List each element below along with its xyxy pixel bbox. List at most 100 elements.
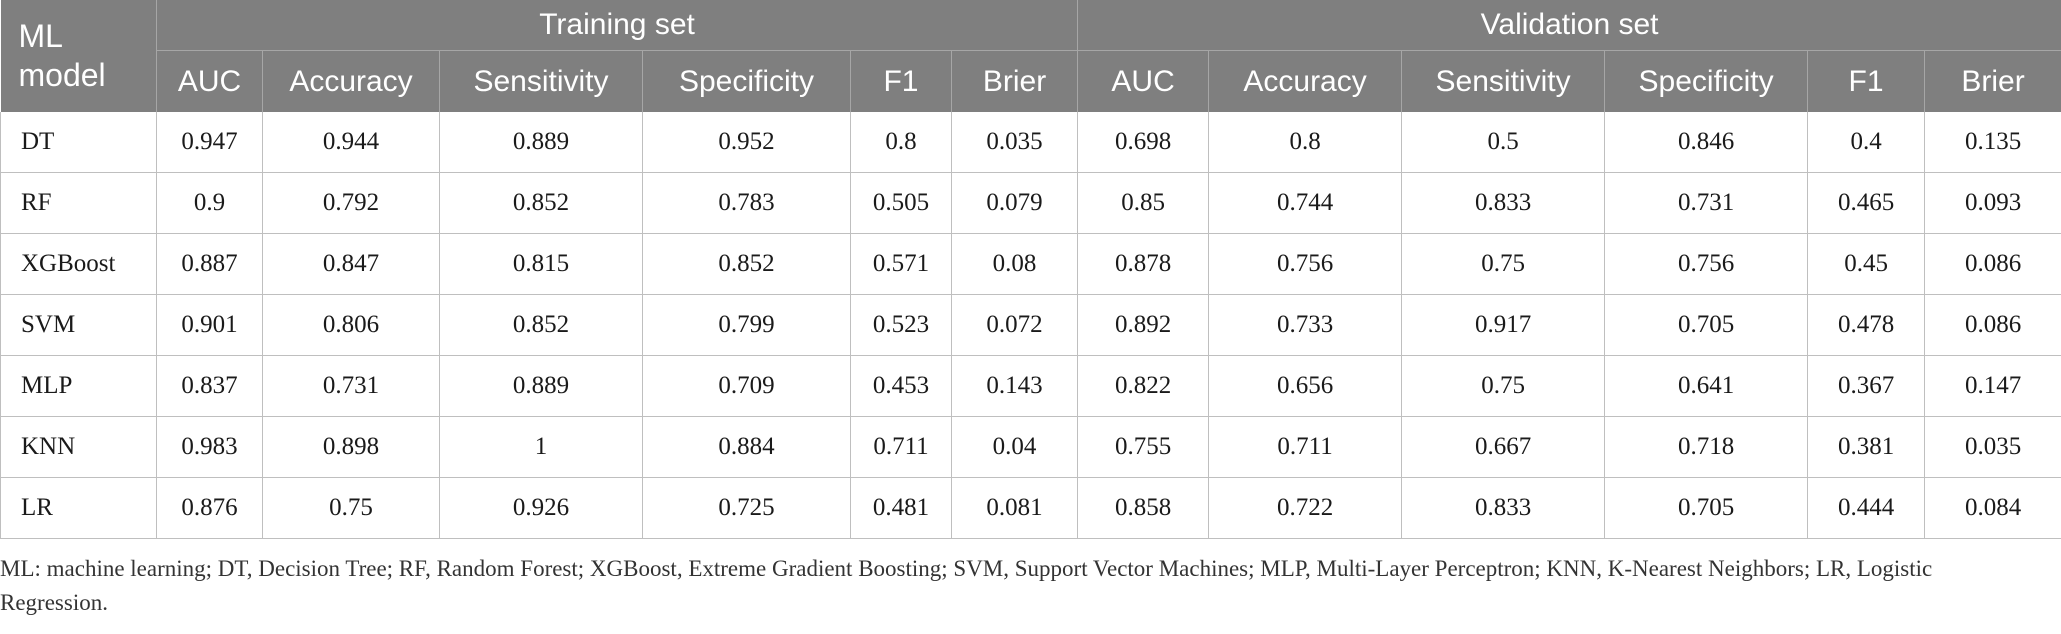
value-cell: 0.709	[642, 355, 851, 417]
value-cell: 1	[439, 416, 643, 478]
value-cell: 0.85	[1077, 172, 1210, 234]
value-cell: 0.756	[1208, 233, 1403, 295]
value-cell: 0.833	[1401, 172, 1606, 234]
value-cell: 0.889	[439, 355, 643, 417]
table-row: RF 0.9 0.792 0.852 0.783 0.505 0.079 0.85 0.744 0…	[0, 172, 2061, 234]
value-cell: 0.884	[642, 416, 851, 478]
value-cell: 0.75	[1401, 233, 1606, 295]
value-cell: 0.079	[951, 172, 1079, 234]
value-cell: 0.093	[1924, 172, 2061, 234]
value-cell: 0.846	[1604, 112, 1809, 173]
value-cell: 0.035	[951, 112, 1079, 173]
value-cell: 0.944	[262, 112, 440, 173]
metric-header-sensitivity-validation: Sensitivity	[1401, 50, 1606, 112]
value-cell: 0.892	[1077, 294, 1210, 356]
value-cell: 0.656	[1208, 355, 1403, 417]
value-cell: 0.8	[1208, 112, 1403, 173]
value-cell: 0.367	[1807, 355, 1926, 417]
value-cell: 0.889	[439, 112, 643, 173]
metric-header-accuracy-training: Accuracy	[262, 50, 440, 112]
value-cell: 0.667	[1401, 416, 1606, 478]
value-cell: 0.887	[156, 233, 263, 295]
value-cell: 0.858	[1077, 477, 1210, 539]
value-cell: 0.917	[1401, 294, 1606, 356]
value-cell: 0.072	[951, 294, 1079, 356]
value-cell: 0.523	[850, 294, 952, 356]
metric-header-specificity-validation: Specificity	[1604, 50, 1809, 112]
value-cell: 0.722	[1208, 477, 1403, 539]
value-cell: 0.143	[951, 355, 1079, 417]
value-cell: 0.086	[1924, 233, 2061, 295]
value-cell: 0.731	[1604, 172, 1809, 234]
value-cell: 0.45	[1807, 233, 1926, 295]
metric-header-f1-validation: F1	[1807, 50, 1926, 112]
value-cell: 0.705	[1604, 477, 1809, 539]
value-cell: 0.08	[951, 233, 1079, 295]
table-row: KNN 0.983 0.898 1 0.884 0.711 0.04 0.755 0.711 0.…	[0, 416, 2061, 478]
value-cell: 0.5	[1401, 112, 1606, 173]
header-group-row: ML model Training set Validation set	[0, 0, 2061, 112]
table-body: DT 0.947 0.944 0.889 0.952 0.8 0.035 0.698 0.8 0.…	[0, 112, 2061, 539]
metric-header-sensitivity-training: Sensitivity	[439, 50, 643, 112]
results-table-figure: ML model Training set Validation set AUC…	[0, 0, 2061, 615]
value-cell: 0.711	[850, 416, 952, 478]
table-row: MLP 0.837 0.731 0.889 0.709 0.453 0.143 0.822 0.…	[0, 355, 2061, 417]
value-cell: 0.75	[1401, 355, 1606, 417]
value-cell: 0.135	[1924, 112, 2061, 173]
value-cell: 0.783	[642, 172, 851, 234]
metric-header-accuracy-validation: Accuracy	[1208, 50, 1403, 112]
value-cell: 0.952	[642, 112, 851, 173]
table-row: DT 0.947 0.944 0.889 0.952 0.8 0.035 0.698 0.8 0.…	[0, 112, 2061, 173]
value-cell: 0.086	[1924, 294, 2061, 356]
corner-header-label: ML model	[18, 18, 106, 93]
table-row: XGBoost 0.887 0.847 0.815 0.852 0.571 0.08 0.87…	[0, 233, 2061, 295]
value-cell: 0.453	[850, 355, 952, 417]
header-metric-row: AUC Accuracy Sensitivity Specificity F1 Brier…	[1, 50, 2061, 112]
value-cell: 0.725	[642, 477, 851, 539]
metric-header-f1-training: F1	[850, 50, 952, 112]
value-cell: 0.571	[850, 233, 952, 295]
value-cell: 0.465	[1807, 172, 1926, 234]
value-cell: 0.9	[156, 172, 263, 234]
results-table: ML model Training set Validation set AUC…	[0, 0, 2061, 539]
value-cell: 0.983	[156, 416, 263, 478]
value-cell: 0.147	[1924, 355, 2061, 417]
value-cell: 0.505	[850, 172, 952, 234]
value-cell: 0.806	[262, 294, 440, 356]
value-cell: 0.792	[262, 172, 440, 234]
group-header-validation: Validation set	[1077, 0, 2061, 51]
value-cell: 0.815	[439, 233, 643, 295]
value-cell: 0.481	[850, 477, 952, 539]
value-cell: 0.847	[262, 233, 440, 295]
corner-header: ML model	[0, 0, 157, 112]
model-name-cell: SVM	[0, 294, 157, 356]
value-cell: 0.755	[1077, 416, 1210, 478]
value-cell: 0.444	[1807, 477, 1926, 539]
value-cell: 0.947	[156, 112, 263, 173]
model-name-cell: RF	[0, 172, 157, 234]
value-cell: 0.75	[262, 477, 440, 539]
value-cell: 0.8	[850, 112, 952, 173]
value-cell: 0.035	[1924, 416, 2061, 478]
model-name-cell: MLP	[0, 355, 157, 417]
model-name-cell: LR	[0, 477, 157, 539]
value-cell: 0.852	[439, 172, 643, 234]
value-cell: 0.852	[439, 294, 643, 356]
value-cell: 0.926	[439, 477, 643, 539]
model-name-cell: XGBoost	[0, 233, 157, 295]
value-cell: 0.898	[262, 416, 440, 478]
metric-header-auc-training: AUC	[156, 50, 263, 112]
value-cell: 0.901	[156, 294, 263, 356]
value-cell: 0.744	[1208, 172, 1403, 234]
value-cell: 0.081	[951, 477, 1079, 539]
table-header: ML model Training set Validation set AUC…	[0, 0, 2061, 112]
value-cell: 0.641	[1604, 355, 1809, 417]
value-cell: 0.756	[1604, 233, 1809, 295]
model-name-cell: KNN	[0, 416, 157, 478]
value-cell: 0.381	[1807, 416, 1926, 478]
value-cell: 0.084	[1924, 477, 2061, 539]
value-cell: 0.4	[1807, 112, 1926, 173]
metric-header-auc-validation: AUC	[1077, 50, 1210, 112]
model-name-cell: DT	[0, 112, 157, 173]
value-cell: 0.852	[642, 233, 851, 295]
